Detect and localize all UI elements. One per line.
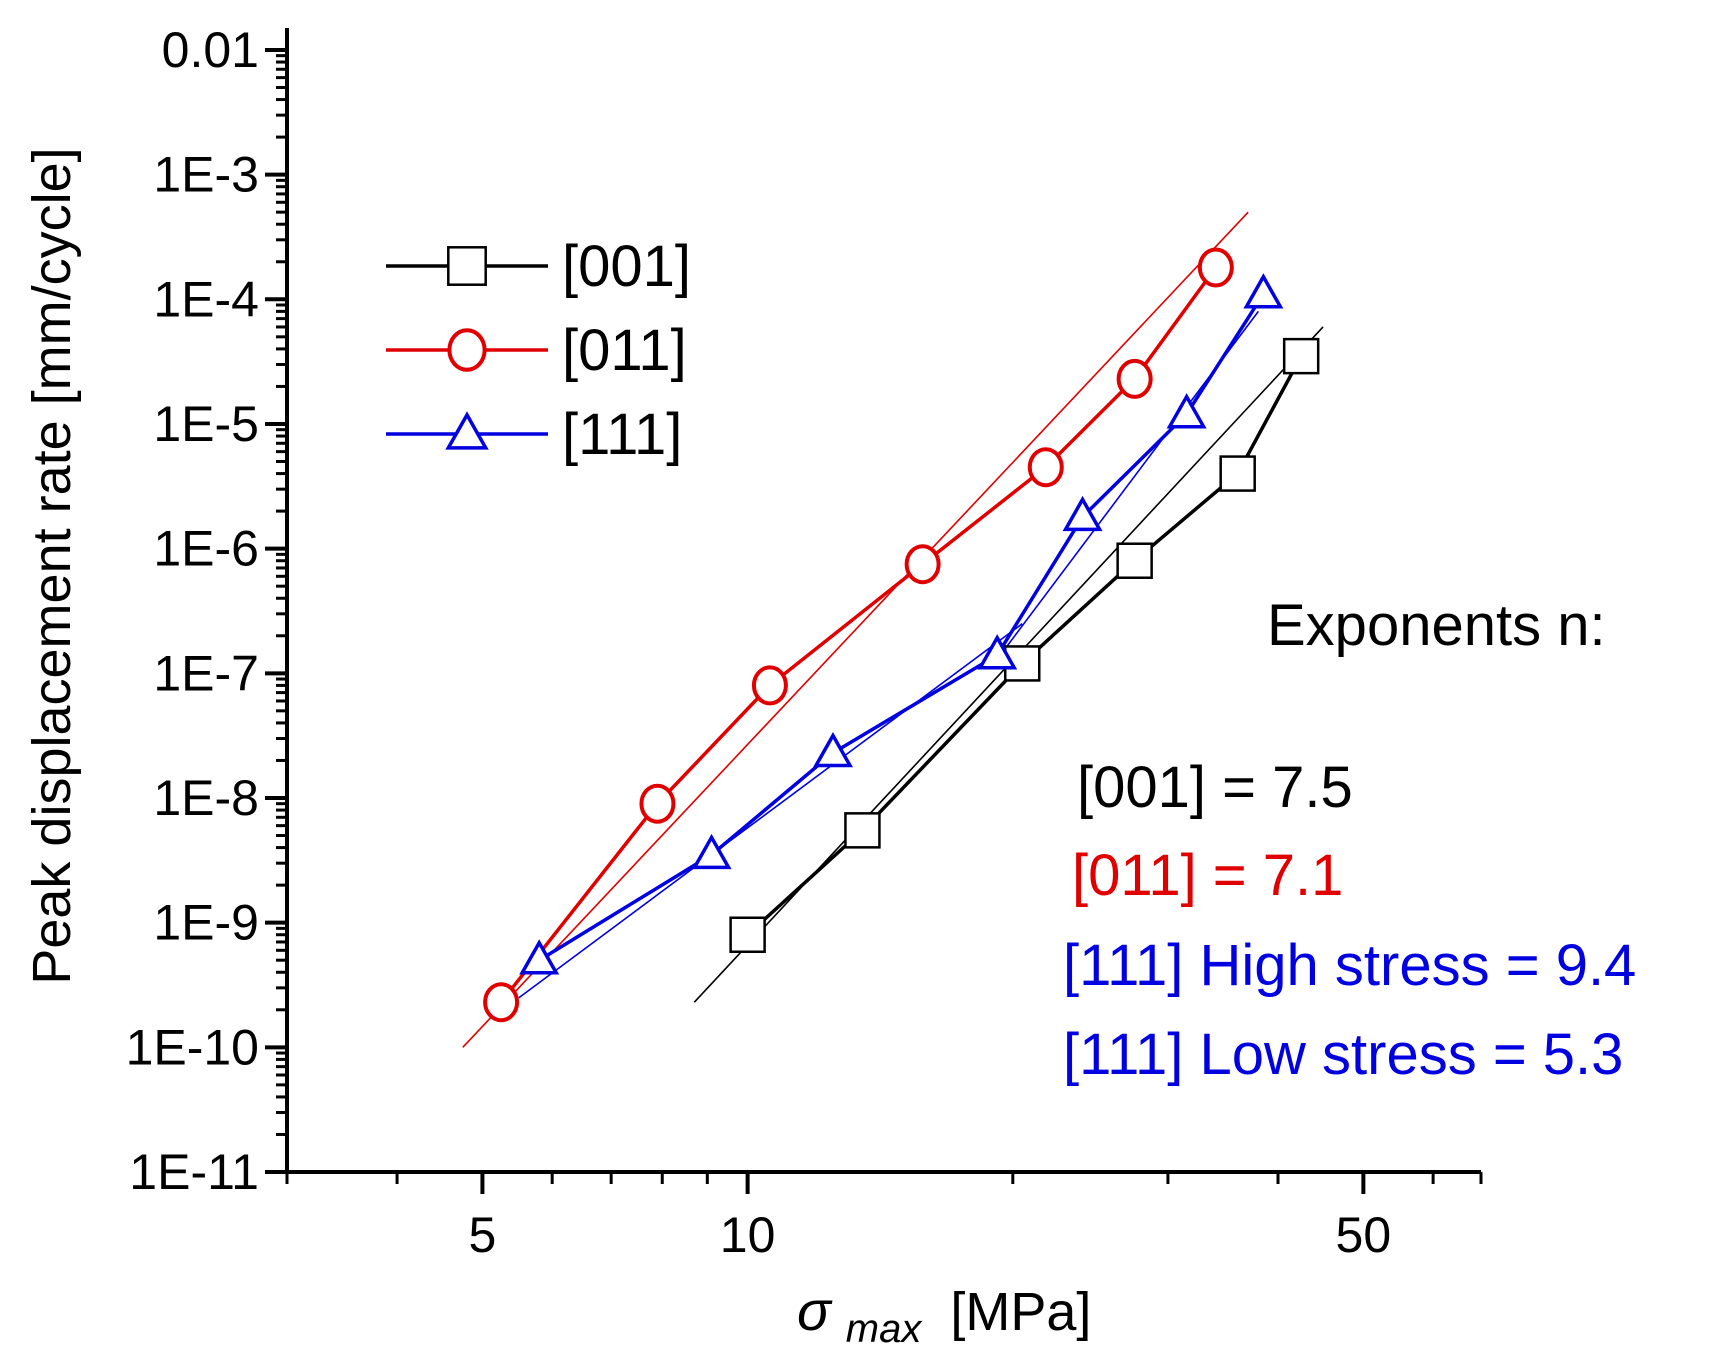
legend-label: [111] (562, 402, 682, 467)
y-tick-label: 1E-3 (153, 147, 259, 203)
x-tick-label: 10 (720, 1207, 776, 1263)
data-point-2 (519, 939, 560, 975)
x-tick-label: 5 (469, 1207, 497, 1263)
legend-label: [001] (562, 234, 691, 299)
y-tick-label: 1E-7 (153, 645, 259, 701)
legend-marker (447, 328, 487, 372)
data-point-2 (691, 833, 732, 870)
data-point-0 (729, 916, 766, 953)
exponent-annotation: [111] High stress = 9.4 (1063, 933, 1636, 998)
legend: [001] [011] [111] (386, 234, 691, 467)
y-tick-label: 1E-5 (153, 396, 259, 452)
y-tick-label: 1E-11 (129, 1144, 259, 1200)
x-tick-label: 50 (1336, 1207, 1392, 1263)
data-point-2 (812, 731, 853, 768)
fit-line-1 (462, 211, 1249, 1048)
y-tick-label: 1E-9 (153, 895, 259, 951)
fit-line-low-stress (518, 623, 1023, 999)
data-point-1 (483, 982, 520, 1023)
data-point-1 (639, 783, 676, 824)
exponent-annotation: [111] Low stress = 5.3 (1063, 1022, 1623, 1087)
data-point-0 (1219, 455, 1256, 492)
data-point-1 (904, 544, 941, 585)
data-point-0 (844, 812, 881, 849)
data-point-2 (1243, 273, 1284, 309)
legend-marker (447, 246, 487, 286)
data-point-0 (1282, 337, 1320, 375)
legend-marker (445, 411, 489, 450)
exponent-annotation: [001] = 7.5 (1077, 755, 1353, 820)
y-axis-title: Peak displacement rate [mm/cycle] (22, 147, 82, 984)
exponents-heading: Exponents n: (1267, 593, 1606, 658)
data-point-1 (1197, 247, 1234, 288)
data-point-1 (1027, 447, 1064, 488)
x-axis-unit: [MPa] (950, 1282, 1091, 1342)
y-tick-label: 1E-6 (153, 521, 259, 577)
exponent-annotations: Exponents n: [001] = 7.5 [011] = 7.1 [111] … (1063, 593, 1636, 1087)
data-point-1 (751, 665, 788, 706)
x-axis-symbol: σ (797, 1279, 833, 1342)
exponent-annotation: [011] = 7.1 (1072, 843, 1343, 908)
y-tick-label: 0.01 (162, 22, 259, 78)
x-axis-subscript: max (846, 1307, 924, 1351)
legend-label: [011] (562, 318, 687, 383)
data-markers (483, 247, 1320, 1023)
axis-ticks (265, 47, 1483, 1194)
data-point-1 (1116, 358, 1153, 399)
y-tick-label: 1E-4 (153, 271, 259, 327)
data-point-2 (1062, 495, 1103, 532)
series-line-0 (746, 355, 1303, 936)
y-tick-label: 1E-10 (126, 1019, 259, 1075)
data-point-2 (977, 634, 1018, 670)
y-tick-label: 1E-8 (153, 770, 259, 826)
tick-labels: 0.01 1E-3 1E-4 1E-5 1E-6 1E-7 1E-8 1E-9 1E-10 1E-… (126, 22, 1392, 1263)
data-point-0 (1116, 542, 1153, 579)
x-axis-title: σ max [MPa] (797, 1279, 1091, 1354)
data-point-2 (1166, 393, 1207, 429)
